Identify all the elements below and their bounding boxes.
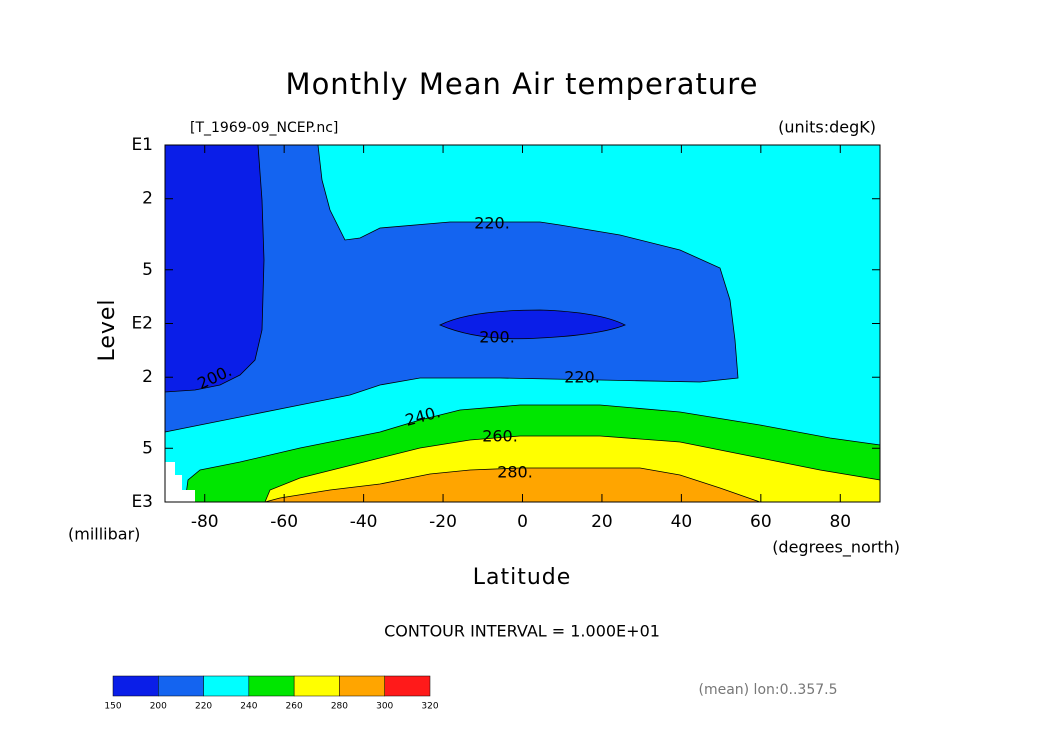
contour-label: 260. [482,427,518,446]
y-axis-title: Level [95,298,120,361]
y-tick-label: 2 [142,367,153,387]
y-tick-label: E3 [131,492,153,512]
contour-label: 220. [564,368,600,387]
x-tick-label: 0 [517,512,528,532]
contour-label: 280. [497,463,533,482]
contour-label: 200. [479,328,515,347]
colorbar-label: 150 [104,702,121,712]
missing-data [165,462,195,502]
y-tick-label: E2 [131,314,153,334]
colorbar-swatch [158,675,204,697]
region [264,467,761,503]
chart-title: Monthly Mean Air temperature [286,67,759,101]
x-tick-label: -40 [350,512,378,532]
y-tick-label: 5 [142,438,153,458]
colorbar-label: 320 [421,702,438,712]
colorbar-swatch [203,675,250,697]
contour-note: CONTOUR INTERVAL = 1.000E+01 [384,622,660,641]
x-unit: (degrees_north) [772,538,900,558]
units-label: (units:degK) [778,118,876,137]
y-tick-label: 5 [142,260,153,280]
region [164,144,739,433]
x-tick-label: -20 [429,512,457,532]
contour-fill [164,144,881,503]
colorbar-label: 220 [195,702,212,712]
y-unit: (millibar) [68,525,140,544]
colorbar-swatch [339,675,385,697]
colorbar-swatch [384,675,431,697]
y-tick-label: 2 [142,189,153,209]
contour-label: 220. [474,214,510,233]
colorbar-swatch [293,675,340,697]
colorbar-swatch [248,675,295,697]
x-tick-label: 20 [591,512,613,532]
x-tick-label: 40 [671,512,693,532]
region [439,309,626,340]
x-tick-label: 60 [750,512,772,532]
file-label: [T_1969-09_NCEP.nc] [190,120,338,136]
x-tick-label: 80 [829,512,851,532]
colorbar-label: 240 [240,702,257,712]
colorbar-label: 300 [376,702,393,712]
colorbar-swatch [112,675,159,697]
footer-note: (mean) lon:0..357.5 [698,682,837,698]
colorbar-label: 280 [331,702,348,712]
x-tick-label: -60 [270,512,298,532]
y-tick-label: E1 [131,135,153,155]
colorbar-label: 260 [286,702,303,712]
x-axis-title: Latitude [473,565,572,590]
colorbar-label: 200 [150,702,167,712]
x-tick-label: -80 [191,512,219,532]
region [164,144,265,393]
